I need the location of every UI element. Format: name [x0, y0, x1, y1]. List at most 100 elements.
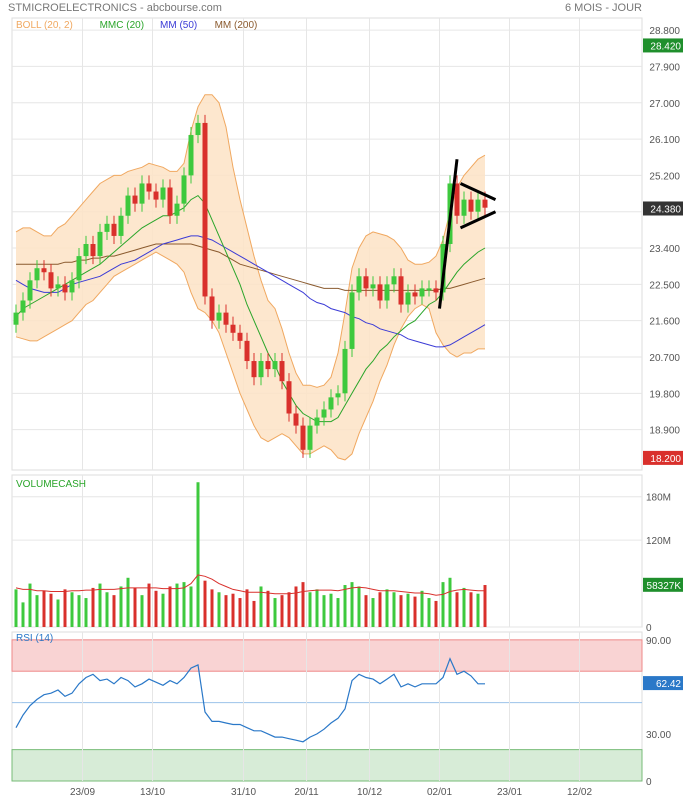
volume-bar: [343, 585, 347, 627]
volume-bar: [329, 593, 333, 627]
candle-body: [139, 183, 145, 204]
candle-body: [83, 244, 89, 257]
volume-bar: [406, 593, 410, 627]
volume-bar: [238, 598, 242, 627]
rsi-tag: 62.42: [656, 679, 681, 690]
volume-bar: [357, 586, 361, 627]
rsi-panel: 90.00 30.00 0 RSI (14) 62.42: [11, 631, 683, 788]
period-label[interactable]: 6 MOIS - JOUR: [565, 2, 642, 14]
candle-body: [20, 300, 26, 313]
candle-body: [62, 284, 68, 293]
price-tag-bg: [643, 201, 683, 216]
candle-body: [132, 195, 138, 204]
candle-body: [118, 215, 124, 236]
price-tag-bg: [643, 450, 683, 465]
candle-body: [69, 280, 75, 293]
trend-line: [459, 210, 497, 230]
y-tick-label: 0: [646, 623, 652, 634]
volume-bar: [420, 590, 424, 627]
volume-bar: [14, 589, 18, 627]
volume-bar: [203, 580, 207, 627]
y-tick-label: 120M: [646, 536, 671, 547]
volume-bar: [455, 592, 459, 627]
candle-body: [300, 425, 306, 450]
volume-panel: 180M 120M 0 VOLUMECASH 58327K: [11, 474, 683, 634]
candle-body: [370, 284, 376, 289]
candle-body: [335, 393, 341, 398]
volume-bar: [98, 583, 102, 627]
stock-name: STMICROELECTRONICS: [8, 2, 137, 14]
price-tag-bg: [643, 38, 683, 53]
y-tick-label: 20.700: [649, 353, 680, 364]
candle-body: [265, 361, 271, 370]
date-axis: 23/09 13/10 31/10 20/11 10/12 02/01 23/01 12/02: [70, 787, 592, 798]
candle-body: [153, 191, 159, 200]
candle-body: [314, 417, 320, 426]
y-tick-label: 22.500: [649, 280, 680, 291]
candle-body: [307, 425, 313, 450]
chart-title: STMICROELECTRONICS - abcbourse.com: [8, 2, 222, 14]
rsi-line: [15, 657, 485, 743]
y-tick-label: 30.00: [646, 730, 671, 741]
volume-bar: [350, 582, 354, 627]
volume-bar: [427, 598, 431, 627]
volume-bar: [259, 586, 263, 627]
y-tick-label: 180M: [646, 493, 671, 504]
y-tick-label: 0: [646, 777, 652, 788]
volume-bar: [462, 587, 466, 627]
volume-bar: [175, 583, 179, 627]
candle-body: [342, 348, 348, 394]
candle-body: [111, 223, 117, 236]
bollinger-upper: [15, 94, 486, 388]
candle-body: [41, 268, 47, 273]
volume-bar: [217, 592, 221, 627]
volume-bar: [56, 599, 60, 627]
volume-bar: [84, 598, 88, 627]
x-tick-label: 23/01: [497, 787, 522, 798]
y-tick-label: 23.400: [649, 244, 680, 255]
candle-body: [279, 361, 285, 382]
candle-body: [482, 199, 488, 208]
candle-body: [468, 199, 474, 212]
volume-bar: [189, 586, 193, 627]
volume-bar: [287, 592, 291, 627]
candle-body: [349, 292, 355, 349]
volume-bar: [182, 582, 186, 627]
mmc20-line: [15, 194, 486, 423]
y-tick-label: 26.100: [649, 135, 680, 146]
candle-body: [391, 276, 397, 285]
volume-bar: [140, 595, 144, 627]
candle-body: [419, 288, 425, 297]
volume-bar: [119, 586, 123, 627]
volume-bar: [154, 590, 158, 627]
volume-bar: [322, 595, 326, 627]
x-tick-label: 12/02: [567, 787, 592, 798]
candle-body: [202, 122, 208, 297]
candle-body: [237, 332, 243, 341]
volume-bar: [28, 583, 32, 627]
volume-bar: [133, 587, 137, 627]
trend-line: [459, 182, 497, 201]
volume-bar: [280, 595, 284, 627]
legend-item: MMC (20): [100, 20, 144, 31]
candle-body: [125, 195, 131, 216]
volume-bar: [364, 595, 368, 627]
candle-body: [209, 296, 215, 321]
x-tick-label: 23/09: [70, 787, 95, 798]
y-tick-label: 27.900: [649, 62, 680, 73]
y-tick-label: 19.800: [649, 389, 680, 400]
data-source: - abcbourse.com: [137, 2, 222, 14]
volume-bar: [308, 592, 312, 627]
candle-body: [475, 199, 481, 212]
candle-body: [76, 256, 82, 281]
volume-bar: [483, 585, 487, 627]
candle-body: [48, 272, 54, 289]
volume-bar: [469, 592, 473, 627]
candle-body: [412, 292, 418, 297]
candle-body: [433, 288, 439, 293]
candle-body: [293, 413, 299, 426]
candle-body: [328, 397, 334, 410]
candle-body: [104, 223, 110, 232]
candle-body: [55, 284, 61, 289]
